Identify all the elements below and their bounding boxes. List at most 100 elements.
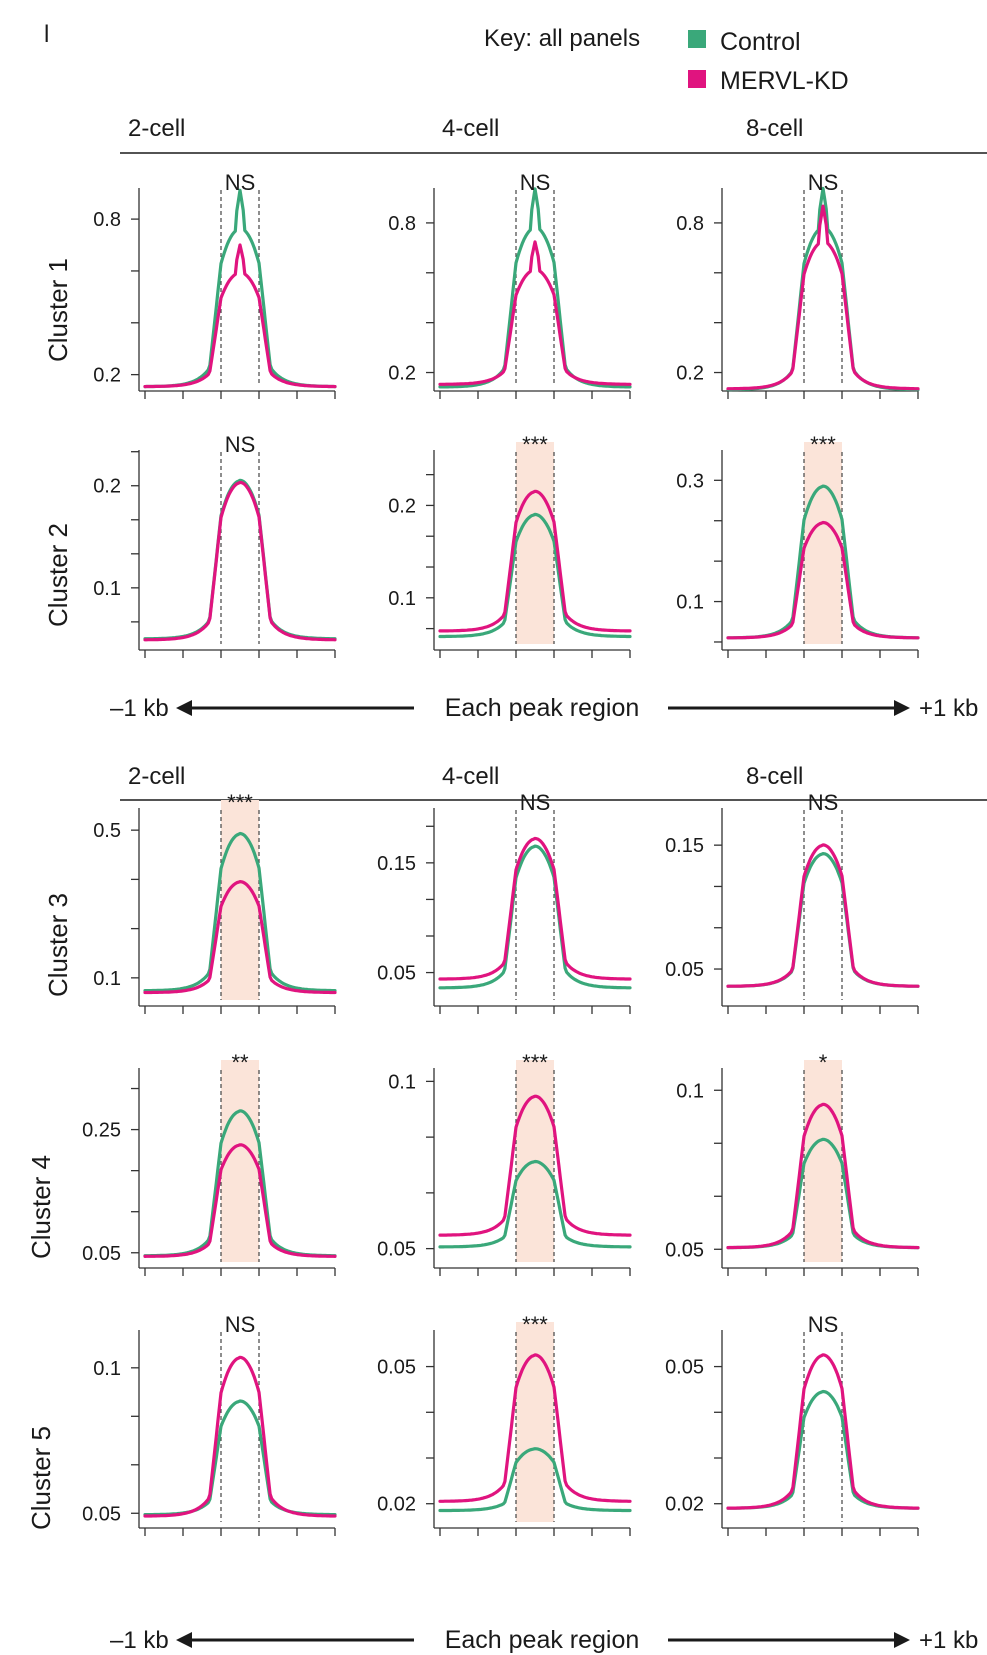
peak-highlight [804, 1060, 842, 1262]
y-tick-label: 0.2 [93, 365, 121, 387]
chart-panel-cluster-5-4cell: 0.02 0.05 *** [377, 1312, 632, 1536]
x-axis-right-label: +1 kb [919, 1627, 978, 1654]
significance-label: ** [231, 1050, 249, 1075]
significance-label: NS [808, 790, 839, 815]
significance-label: *** [810, 432, 836, 457]
series-line-merlv-kd [143, 480, 337, 642]
x-axis-arrowhead-left [176, 700, 192, 716]
chart-panel-cluster-3-8cell: 0.05 0.15 NS [665, 790, 920, 1014]
series-line-control [438, 844, 632, 990]
series-line-control [143, 478, 337, 641]
y-tick-label: 0.05 [377, 1357, 416, 1379]
significance-label: NS [808, 1312, 839, 1337]
series-line-merlv-kd [143, 879, 337, 995]
stage-header-4cell: 4-cell [442, 763, 499, 790]
x-axis-left-label: –1 kb [110, 695, 169, 722]
x-axis-arrowhead-right [894, 1632, 910, 1648]
significance-label: NS [225, 170, 256, 195]
chart-panels: 0.20.8NS0.20.8NS0.20.8NS0.10.2NS0.10.2**… [82, 170, 920, 1536]
y-tick-label: 0.05 [377, 1239, 416, 1261]
row-label-cluster-1: Cluster 1 [43, 258, 73, 362]
y-tick-label: 0.8 [93, 209, 121, 231]
significance-label: *** [522, 1312, 548, 1337]
y-tick-label: 0.02 [665, 1494, 704, 1516]
series-line-control [143, 1399, 337, 1517]
series-line-merlv-kd [726, 843, 920, 988]
y-tick-label: 0.1 [93, 1358, 121, 1380]
x-axis-annotation-top: –1 kb Each peak region +1 kb [110, 694, 978, 722]
y-tick-label: 0.2 [676, 363, 704, 385]
x-axis-left-label: –1 kb [110, 1627, 169, 1654]
series-line-merlv-kd [143, 1355, 337, 1518]
series-line-merlv-kd [438, 1094, 632, 1237]
peak-highlight [516, 1322, 554, 1522]
y-tick-label: 0.2 [388, 363, 416, 385]
series-line-merlv-kd [438, 1353, 632, 1503]
chart-panel-cluster-4-4cell: 0.05 0.1 *** [377, 1050, 632, 1276]
chart-panel-cluster-4-8cell: 0.05 0.1 * [665, 1050, 920, 1276]
row-label-cluster-3: Cluster 3 [43, 893, 73, 997]
panel-label: l [44, 21, 49, 48]
y-tick-label: 0.05 [665, 959, 704, 981]
y-tick-label: 0.1 [93, 578, 121, 600]
x-axis-arrowhead-right [894, 700, 910, 716]
stage-headers-top: 2-cell 4-cell 8-cell [120, 115, 987, 154]
y-tick-label: 0.05 [377, 963, 416, 985]
significance-label: * [819, 1050, 828, 1075]
significance-label: NS [225, 432, 256, 457]
stage-header-4cell: 4-cell [442, 115, 499, 142]
significance-label: NS [520, 170, 551, 195]
y-tick-label: 0.05 [82, 1243, 121, 1265]
y-tick-label: 0.2 [388, 495, 416, 517]
y-tick-label: 0.2 [93, 476, 121, 498]
chart-panel-cluster-4-2cell: 0.05 0.25 ** [82, 1050, 337, 1276]
y-tick-label: 0.1 [388, 1071, 416, 1093]
chart-panel-cluster-1-8cell: 0.2 0.8 NS [676, 170, 920, 399]
stage-header-8cell: 8-cell [746, 763, 803, 790]
x-axis-arrowhead-left [176, 1632, 192, 1648]
row-label-cluster-2: Cluster 2 [43, 523, 73, 627]
y-tick-label: 0.1 [676, 1080, 704, 1102]
row-label-cluster-5: Cluster 5 [26, 1426, 56, 1530]
series-line-merlv-kd [438, 240, 632, 386]
significance-label: *** [227, 790, 253, 815]
peak-highlight [804, 442, 842, 644]
peak-highlight [221, 1060, 259, 1262]
series-line-control [438, 1447, 632, 1513]
y-tick-label: 0.15 [377, 853, 416, 875]
series-line-control [438, 512, 632, 639]
significance-label: NS [225, 1312, 256, 1337]
series-line-control [726, 1389, 920, 1510]
chart-panel-cluster-5-8cell: 0.02 0.05 NS [665, 1312, 920, 1536]
y-tick-label: 0.1 [93, 968, 121, 990]
x-axis-right-label: +1 kb [919, 695, 978, 722]
series-line-control [438, 187, 632, 389]
chart-panel-cluster-3-4cell: 0.05 0.15 NS [377, 790, 632, 1014]
series-line-control [438, 1159, 632, 1249]
series-line-merlv-kd [726, 1102, 920, 1250]
series-line-merlv-kd [726, 520, 920, 640]
legend-label-kd: MERVL-KD [720, 67, 849, 95]
legend-swatch-kd [688, 70, 706, 88]
legend-label-control: Control [720, 28, 801, 56]
y-tick-label: 0.1 [676, 592, 704, 614]
stage-header-2cell: 2-cell [128, 763, 185, 790]
y-tick-label: 0.8 [676, 213, 704, 235]
significance-label: *** [522, 432, 548, 457]
chart-panel-cluster-1-4cell: 0.2 0.8 NS [388, 170, 632, 399]
y-tick-label: 0.02 [377, 1494, 416, 1516]
significance-label: NS [520, 790, 551, 815]
legend-swatch-control [688, 30, 706, 48]
y-tick-label: 0.5 [93, 820, 121, 842]
legend-title: Key: all panels [484, 25, 640, 52]
row-labels: Cluster 1 Cluster 2 Cluster 3 Cluster 4 … [26, 258, 73, 1530]
series-line-merlv-kd [726, 204, 920, 391]
y-tick-label: 0.8 [388, 213, 416, 235]
y-tick-label: 0.3 [676, 470, 704, 492]
series-line-control [143, 831, 337, 993]
series-line-merlv-kd [726, 1353, 920, 1510]
legend: Key: all panels Control MERVL-KD [484, 25, 849, 95]
y-tick-label: 0.05 [82, 1503, 121, 1525]
series-line-control [726, 186, 920, 392]
